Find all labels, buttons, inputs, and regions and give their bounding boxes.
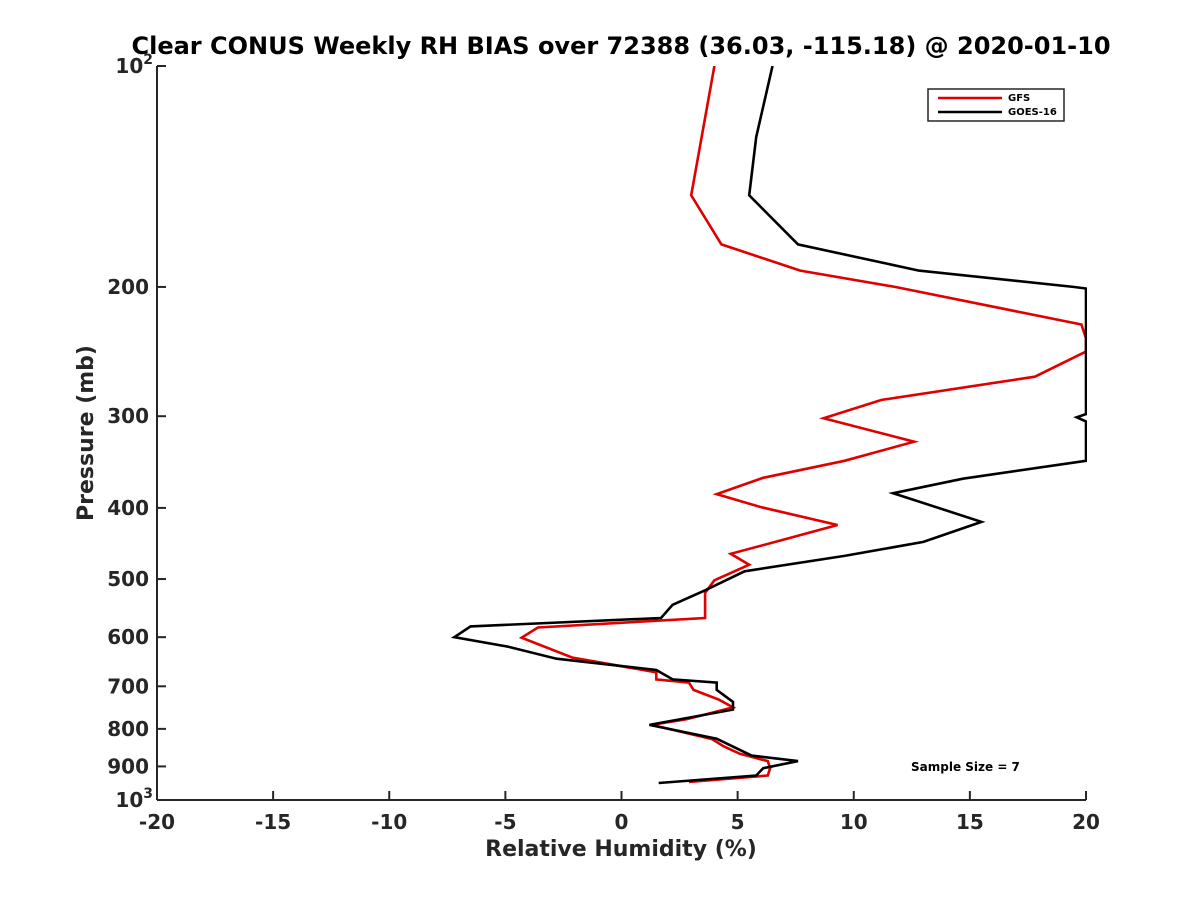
y-tick-label: 900 <box>107 754 149 778</box>
y-tick-label: 600 <box>107 625 149 649</box>
legend-box <box>927 88 1065 122</box>
legend-label-goes16: GOES-16 <box>1008 107 1057 118</box>
x-tick-label: 0 <box>615 810 629 834</box>
x-tick-label: -20 <box>139 810 175 834</box>
plot-area <box>450 66 1087 785</box>
x-tick-label: 5 <box>731 810 745 834</box>
y-tick-label: 103 <box>115 786 153 812</box>
x-tick-label: -15 <box>255 810 291 834</box>
legend: GFS GOES-16 <box>927 88 1065 122</box>
x-tick-label: 10 <box>840 810 868 834</box>
legend-label-gfs: GFS <box>1008 93 1030 104</box>
chart-title: Clear CONUS Weekly RH BIAS over 72388 (3… <box>131 32 1110 60</box>
x-axis-label: Relative Humidity (%) <box>485 837 757 862</box>
x-tick-label: -10 <box>371 810 407 834</box>
y-tick-label: 400 <box>107 496 149 520</box>
x-tick-label: -5 <box>494 810 516 834</box>
y-tick-label: 200 <box>107 275 149 299</box>
x-tick-label: 20 <box>1072 810 1100 834</box>
series-line-goes16 <box>450 66 1087 785</box>
y-tick-label: 700 <box>107 674 149 698</box>
y-axis-ticks: 102 200 300 400 500 600 700 800 900 103 <box>107 52 166 812</box>
y-tick-label: 500 <box>107 567 149 591</box>
y-axis-label: Pressure (mb) <box>74 345 99 521</box>
x-axis-ticks: -20 -15 -10 -5 0 5 10 15 20 <box>139 791 1100 834</box>
y-tick-label: 800 <box>107 717 149 741</box>
y-tick-label: 102 <box>115 52 153 78</box>
y-tick-label: 300 <box>107 404 149 428</box>
sample-size-annotation: Sample Size = 7 <box>911 760 1020 774</box>
x-tick-label: 15 <box>956 810 984 834</box>
